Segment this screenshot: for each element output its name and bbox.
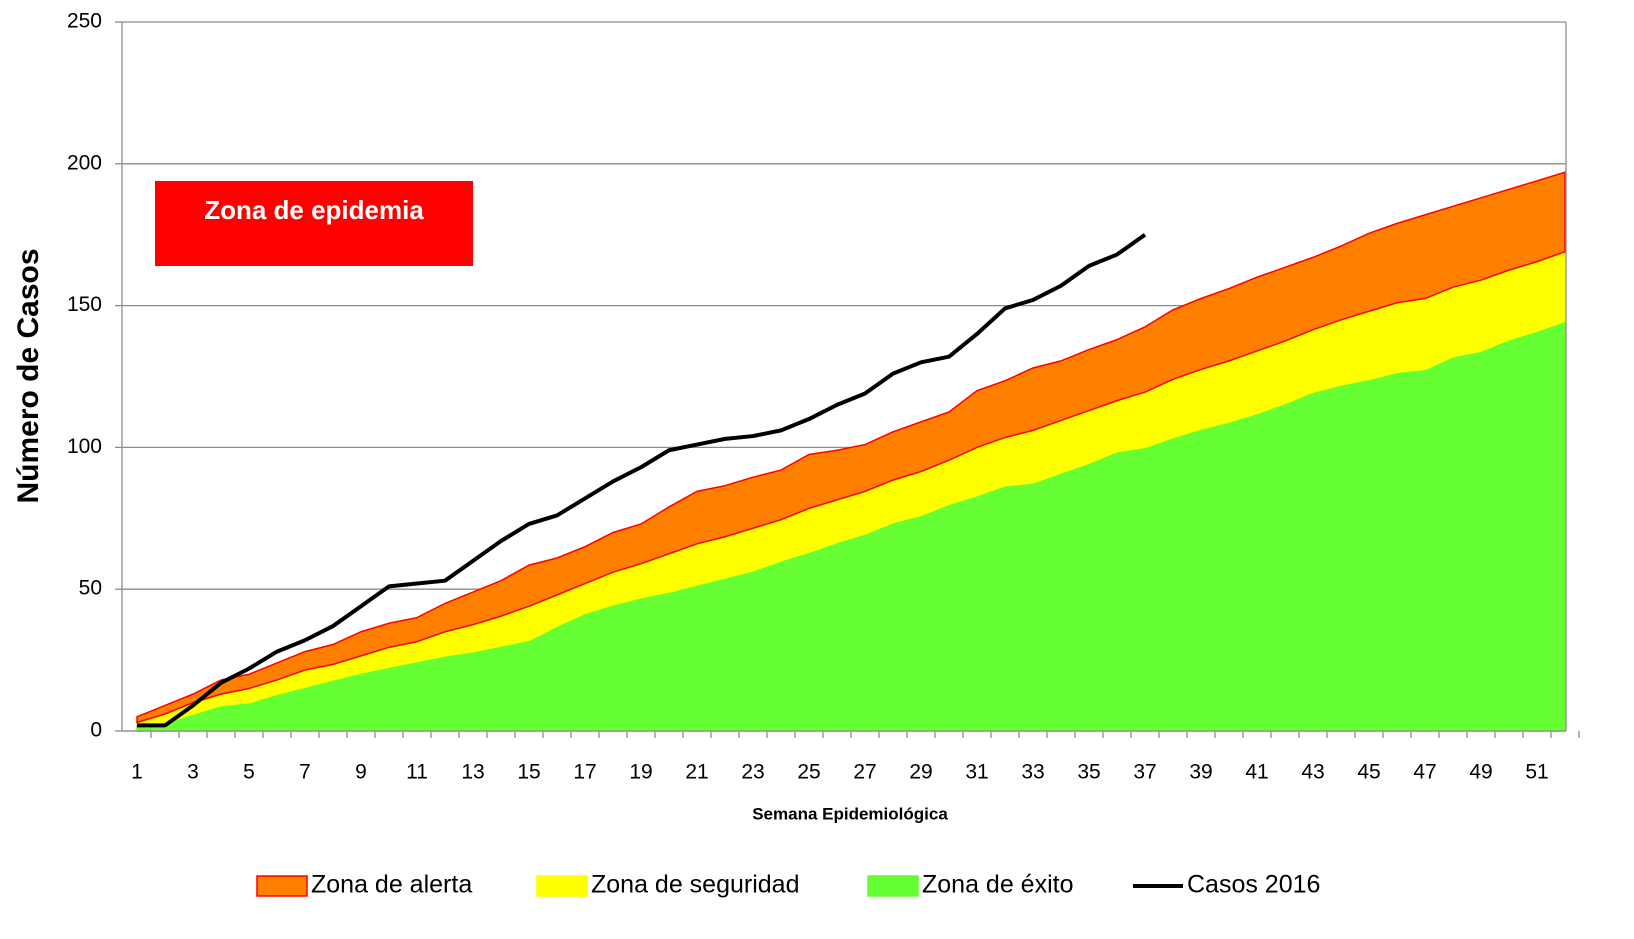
x-tick-label: 39	[1189, 761, 1212, 784]
x-tick-label: 51	[1525, 761, 1548, 784]
x-tick-label: 17	[573, 761, 596, 784]
y-axis-title: Número de Casos	[12, 248, 45, 503]
x-tick-label: 31	[965, 761, 988, 784]
x-tick-label: 47	[1413, 761, 1436, 784]
y-tick-label: 150	[67, 293, 102, 316]
annotation: Zona de epidemia	[204, 195, 424, 225]
legend-label: Zona de seguridad	[591, 871, 799, 899]
y-tick-label: 250	[67, 10, 102, 33]
x-axis-title: Semana Epidemiológica	[752, 804, 948, 823]
x-tick-label: 33	[1021, 761, 1044, 784]
x-tick-label: 43	[1301, 761, 1324, 784]
x-tick-label: 45	[1357, 761, 1380, 784]
legend-label: Zona de alerta	[311, 871, 472, 899]
line	[137, 233, 1147, 728]
x-tick-label: 1	[131, 761, 143, 784]
y-tick-label: 50	[79, 577, 102, 600]
x-tick-label: 41	[1245, 761, 1268, 784]
y-tick-label: 100	[67, 435, 102, 458]
legend-label: Casos 2016	[1187, 871, 1320, 899]
y-tick-label: 200	[67, 151, 102, 174]
annotation-box	[155, 181, 473, 266]
x-tick-label: 5	[243, 761, 255, 784]
x-tick-label: 23	[741, 761, 764, 784]
x-tick-label: 7	[299, 761, 311, 784]
x-tick-label: 13	[461, 761, 484, 784]
x-tick-label: 15	[517, 761, 540, 784]
x-tick-label: 9	[355, 761, 367, 784]
legend-label: Zona de éxito	[922, 871, 1074, 899]
x-tick-label: 19	[629, 761, 652, 784]
legend-swatch	[256, 875, 308, 897]
x-tick-label: 49	[1469, 761, 1492, 784]
x-tick-label: 3	[187, 761, 199, 784]
x-tick-label: 11	[406, 761, 428, 784]
legend-swatch	[867, 875, 919, 897]
x-tick-label: 37	[1133, 761, 1156, 784]
legend-swatch	[536, 875, 588, 897]
x-tick-label: 25	[797, 761, 820, 784]
x-tick-label: 27	[853, 761, 876, 784]
y-tick-label: 0	[90, 719, 102, 742]
x-tick-label: 29	[909, 761, 932, 784]
x-tick-label: 21	[685, 761, 708, 784]
area	[136, 171, 1566, 724]
x-tick-label: 35	[1077, 761, 1100, 784]
